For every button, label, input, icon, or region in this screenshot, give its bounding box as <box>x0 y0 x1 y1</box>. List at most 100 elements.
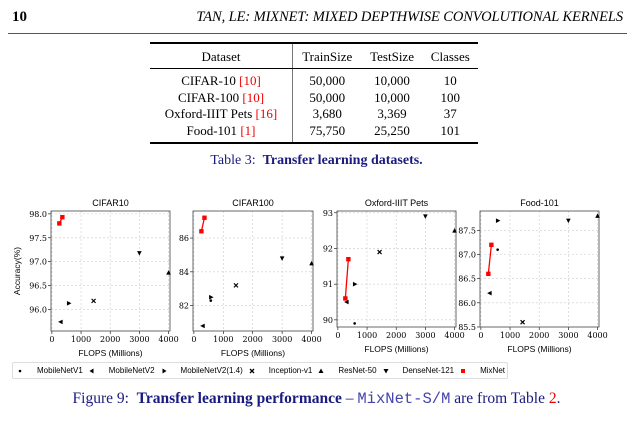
x-tick-label: 2000 <box>529 331 549 340</box>
col-trainsize: TrainSize <box>292 43 362 69</box>
data-point <box>166 270 171 275</box>
data-point <box>309 260 314 266</box>
plot-frame <box>336 210 457 328</box>
figure-caption-rest: are from Table <box>450 390 549 407</box>
mixnet-line <box>487 244 493 274</box>
data-point <box>209 294 214 300</box>
x-tick-label: 3000 <box>558 331 578 340</box>
x-tick-label: 1000 <box>357 331 377 340</box>
y-tick-label: 84 <box>179 268 189 277</box>
data-point <box>233 282 239 288</box>
x-tick-label: 3000 <box>415 331 435 340</box>
triangle-right-marker-icon <box>159 366 169 376</box>
x-tick-label: 4000 <box>301 335 321 344</box>
cell-classes: 100 <box>440 89 461 105</box>
chart-title: CIFAR10 <box>92 198 129 208</box>
y-tick-label: 85.5 <box>458 323 476 332</box>
data-point <box>58 319 63 325</box>
legend-label: DenseNet-121 <box>402 366 455 375</box>
x-tick-label: 0 <box>478 331 483 340</box>
data-point <box>566 218 571 224</box>
data-point <box>200 323 205 329</box>
chart-title: CIFAR100 <box>232 198 274 208</box>
data-point <box>91 298 97 304</box>
mixnet-line <box>344 259 350 299</box>
dataset-name: Oxford-IIIT Pets <box>164 106 253 121</box>
col-classes: Classes <box>422 43 478 69</box>
y-tick-label: 98.0 <box>29 210 47 219</box>
x-tick-label: 3000 <box>272 335 292 344</box>
triangle-down-marker-icon <box>381 366 391 376</box>
cell-dataset: CIFAR-100 [10] <box>150 89 293 106</box>
y-tick-label: 91 <box>323 280 333 289</box>
citation-link[interactable]: [1] <box>240 122 256 138</box>
cell-train: 75,750 <box>309 122 346 138</box>
x-tick-label: 1000 <box>500 331 520 340</box>
cell-train: 3,680 <box>312 106 342 121</box>
page-number: 10 <box>12 9 27 25</box>
figure-caption-label: Figure 9: <box>72 390 129 407</box>
table-row: Food-101 [1] 75,750 25,250 101 <box>150 122 478 143</box>
figure-caption-ref[interactable]: 2 <box>548 390 557 407</box>
cell-dataset: Food-101 [1] <box>150 122 293 143</box>
table-row: Oxford-IIIT Pets [16] 3,680 3,369 37 <box>150 106 478 123</box>
citation-link[interactable]: [10] <box>239 73 261 88</box>
data-point <box>520 319 526 325</box>
y-tick-label: 97.5 <box>29 234 47 243</box>
table-caption-label: Table 3: <box>210 153 256 168</box>
mixnet-line <box>200 217 206 232</box>
data-point <box>452 228 457 233</box>
legend-item: MobileNetV1 <box>15 366 83 376</box>
y-axis-label: Accuracy(%) <box>12 247 22 295</box>
table-row: CIFAR-100 [10] 50,000 10,000 100 <box>150 89 478 106</box>
cell-classes: 37 <box>443 106 457 121</box>
chart-title: Oxford-IIIT Pets <box>365 198 429 208</box>
x-tick-label: 2000 <box>243 335 263 344</box>
data-point <box>496 248 499 251</box>
figure-caption-end: . <box>556 390 561 407</box>
data-point <box>377 249 383 255</box>
figure-caption: Figure 9: Transfer learning performance … <box>0 390 633 408</box>
x-axis-label: FLOPS (Millions) <box>78 348 142 358</box>
x-tick-label: 0 <box>49 335 54 344</box>
cell-test: 3,369 <box>377 106 407 121</box>
data-point <box>352 281 358 287</box>
citation-link[interactable]: [16] <box>255 106 278 121</box>
plot-frame <box>50 210 171 332</box>
datasets-table: Dataset TrainSize TestSize Classes CIFAR… <box>150 42 478 144</box>
x-tick-label: 2000 <box>100 335 120 344</box>
table-header-row: Dataset TrainSize TestSize Classes <box>150 43 478 69</box>
table-caption: Table 3: Transfer learning datasets. <box>0 153 633 169</box>
cell-dataset: Oxford-IIIT Pets [16] <box>150 106 293 123</box>
x-tick-label: 0 <box>335 331 340 340</box>
cell-classes: 10 <box>443 73 457 88</box>
figure-charts: CIFAR100 1000 2000 3000 400096.096.597.097.5… <box>12 198 608 358</box>
y-tick-label: 90 <box>323 316 333 325</box>
x-tick-label: 4000 <box>587 331 607 340</box>
y-tick-label: 86 <box>179 234 189 243</box>
header-rule <box>8 33 627 34</box>
dataset-name: CIFAR-10 <box>181 73 236 88</box>
x-axis-label: FLOPS (Millions) <box>221 348 285 358</box>
dot-marker-icon <box>15 366 25 376</box>
data-point <box>137 251 142 256</box>
x-tick-label: 0 <box>191 335 196 344</box>
triangle-up-marker-icon <box>316 366 326 376</box>
data-point <box>487 290 492 296</box>
citation-link[interactable]: [10] <box>242 89 265 105</box>
data-point <box>353 322 356 325</box>
plot-frame <box>192 210 314 332</box>
legend-item: MobileNetV2(1.4) <box>159 366 243 376</box>
y-tick-label: 82 <box>179 302 189 311</box>
x-tick-label: 2000 <box>386 331 406 340</box>
cell-train: 50,000 <box>309 73 346 88</box>
y-tick-label: 96.5 <box>29 282 47 291</box>
legend-label: ResNet-50 <box>338 366 377 375</box>
table-row: CIFAR-10 [10] 50,000 10,000 10 <box>150 68 478 90</box>
figure-caption-mono: MixNet-S/M <box>357 390 451 408</box>
dataset-name: CIFAR-100 <box>177 89 240 105</box>
legend-item: MixNet <box>458 366 505 376</box>
x-tick-label: 4000 <box>158 335 178 344</box>
data-point <box>57 221 62 226</box>
data-point <box>346 256 351 262</box>
